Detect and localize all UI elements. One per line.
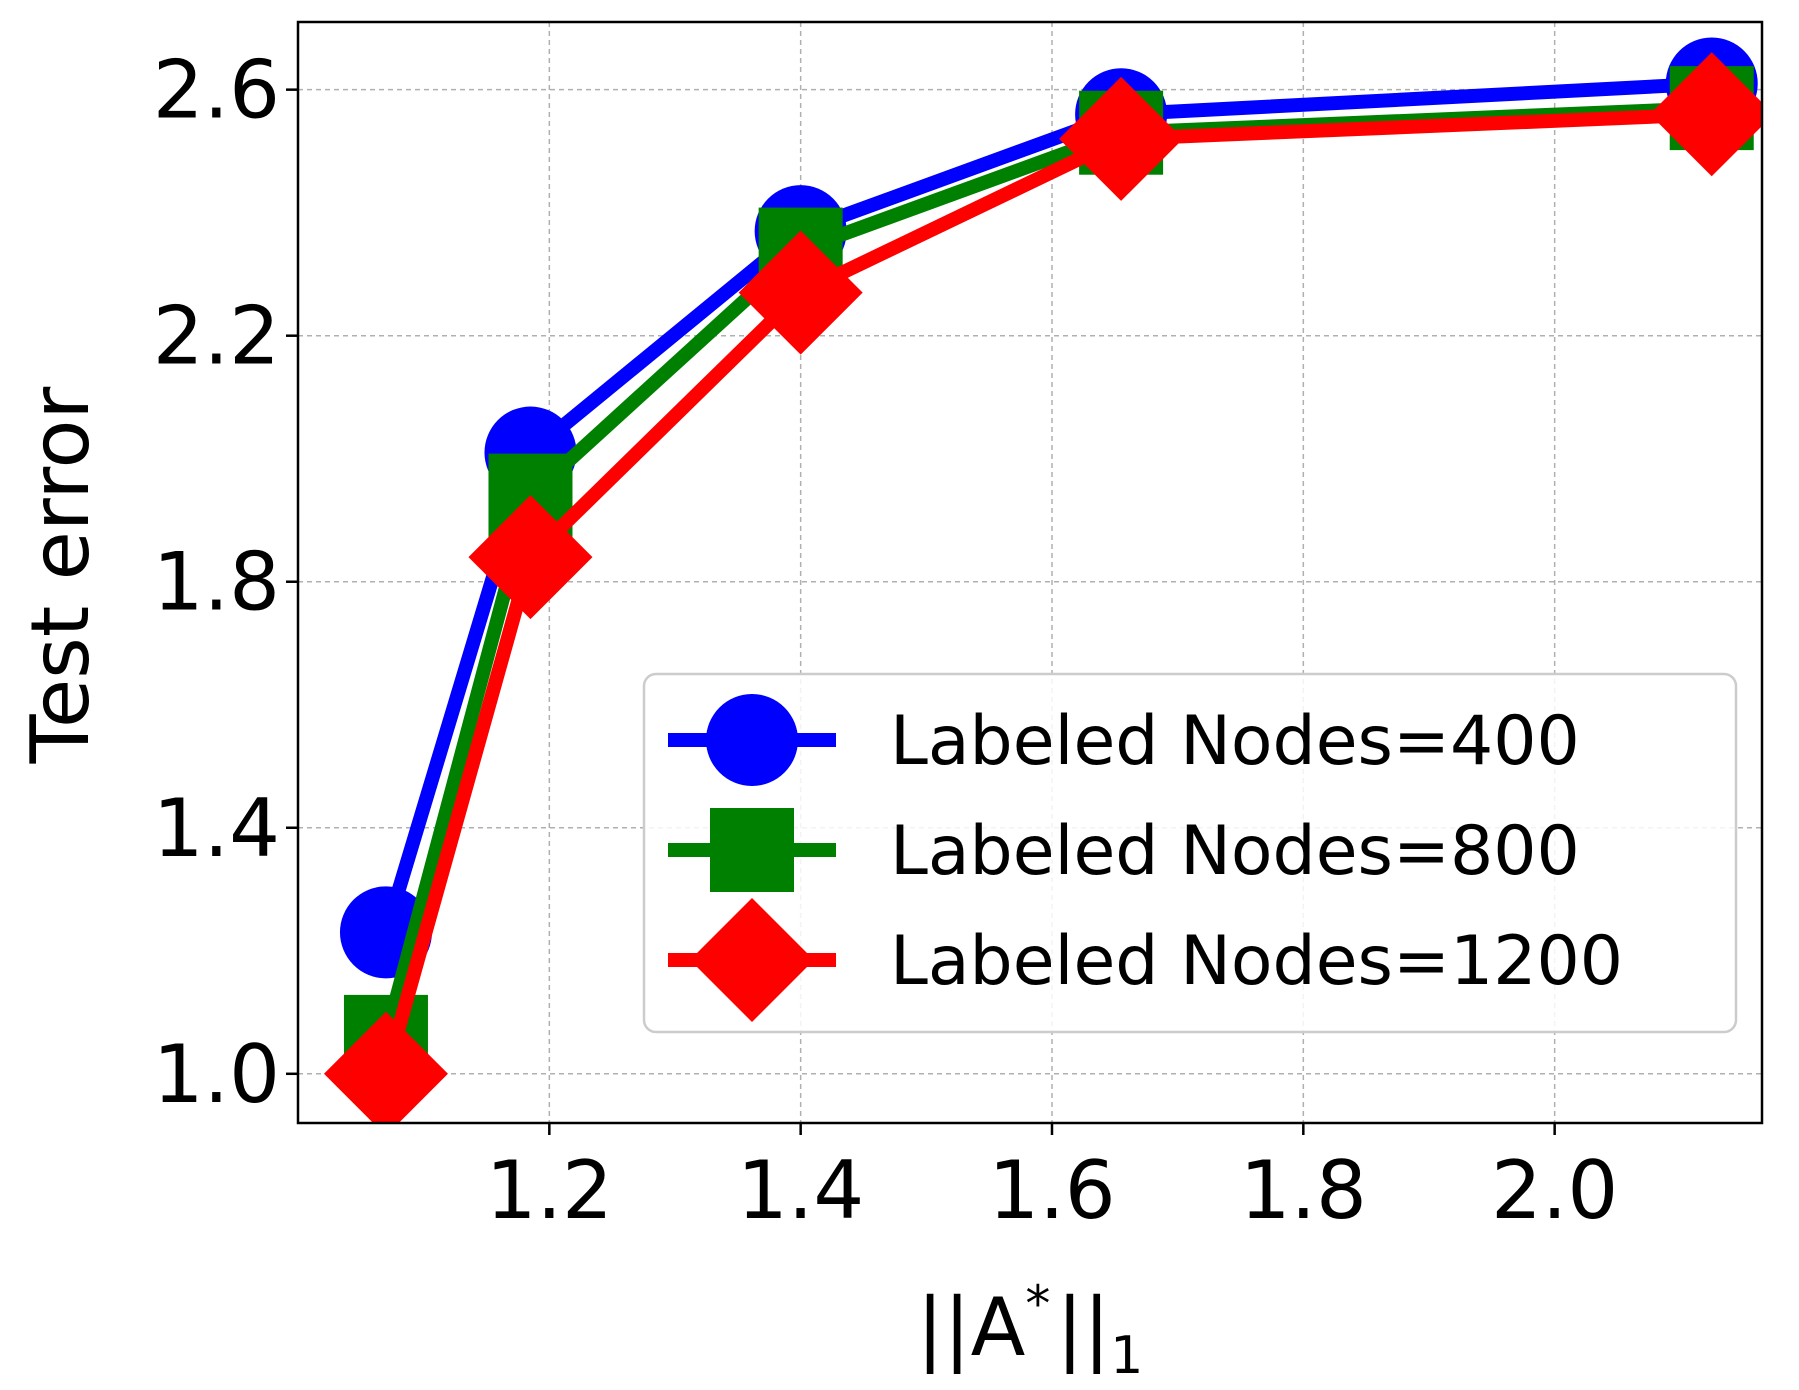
- x-tick-label: 1.4: [737, 1144, 864, 1237]
- x-axis-label: ||A*||1: [917, 1275, 1144, 1385]
- x-axis-label-sub: 1: [1110, 1326, 1143, 1385]
- data-point-series-3: [738, 230, 863, 355]
- legend-marker-3: [690, 898, 814, 1022]
- y-tick-label: 1.4: [153, 782, 280, 875]
- y-tick-label: 1.0: [153, 1028, 280, 1121]
- data-point-series-3: [468, 495, 593, 620]
- legend-box: [642, 672, 1738, 1034]
- legend-marker-2: [710, 808, 794, 892]
- x-axis-label-close: ||: [1056, 1281, 1110, 1375]
- legend-label-3: Labeled Nodes=1200: [890, 922, 1623, 1001]
- axis-ticks: 1.2 1.4 1.6 1.8 2.0 1.0 1.4 1.8 2.2 2.6: [153, 44, 1619, 1237]
- data-point-series-3: [1649, 52, 1762, 177]
- x-axis-label-open: ||A: [917, 1281, 1026, 1375]
- y-tick-label: 2.6: [153, 44, 280, 137]
- x-axis-label-sup: *: [1025, 1275, 1050, 1333]
- legend-items: Labeled Nodes=400 Labeled Nodes=800 Labele…: [668, 694, 1623, 1022]
- data-point-series-3: [323, 1011, 448, 1123]
- legend-label-2: Labeled Nodes=800: [890, 812, 1580, 891]
- x-tick-label: 1.2: [486, 1144, 613, 1237]
- legend-label-1: Labeled Nodes=400: [890, 702, 1580, 781]
- series-group: [323, 37, 1762, 1123]
- x-tick-label: 1.6: [988, 1144, 1115, 1237]
- plot-frame: [296, 20, 1764, 1125]
- y-tick-label: 2.2: [153, 290, 280, 383]
- legend-marker-1: [706, 694, 798, 786]
- y-axis-label: Test error: [14, 387, 107, 765]
- x-tick-label: 2.0: [1491, 1144, 1618, 1237]
- x-tick-label: 1.8: [1240, 1144, 1367, 1237]
- legend[interactable]: Labeled Nodes=400 Labeled Nodes=800 Labele…: [642, 672, 1738, 1034]
- data-point-series-3: [1059, 76, 1184, 201]
- y-tick-label: 1.8: [153, 536, 280, 629]
